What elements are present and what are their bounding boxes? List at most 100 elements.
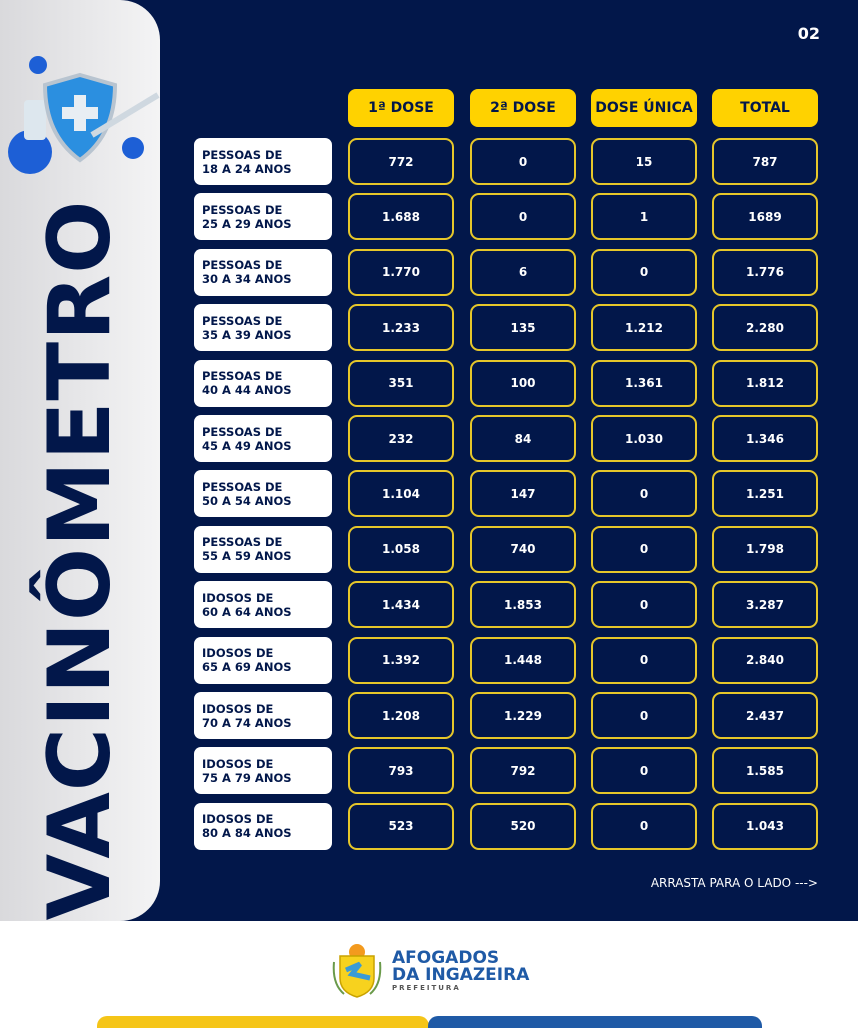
row-label-line1: IDOSOS DE (202, 701, 274, 716)
table-cell: 1.392 (348, 636, 454, 684)
table-cell: 1.434 (348, 581, 454, 629)
table-cell: 0 (591, 248, 697, 296)
row-label: IDOSOS DE 65 A 69 ANOS (194, 636, 332, 684)
table-cell: 523 (348, 802, 454, 850)
table-cell: 0 (591, 692, 697, 739)
table-cell: 147 (470, 470, 576, 518)
row-label-line2: 35 A 39 ANOS (202, 327, 292, 342)
row-label-line2: 55 A 59 ANOS (202, 549, 292, 564)
table-cell: 0 (591, 470, 697, 518)
row-label-line2: 40 A 44 ANOS (202, 383, 292, 398)
table-cell: 100 (470, 359, 576, 407)
table-cell: 1.104 (348, 470, 454, 518)
table-cell: 0 (470, 193, 576, 241)
row-label: PESSOAS DE 30 A 34 ANOS (194, 248, 332, 296)
vaccine-shield-illustration (8, 56, 160, 174)
row-label: PESSOAS DE 45 A 49 ANOS (194, 415, 332, 462)
table-cell: 1.346 (712, 415, 818, 462)
table-cell: 1689 (712, 193, 818, 241)
logo-line1: AFOGADOS (392, 948, 500, 968)
column-header: 2ª DOSE (470, 89, 576, 127)
row-label-line1: PESSOAS DE (202, 202, 283, 217)
table-cell: 0 (591, 525, 697, 573)
table-cell: 0 (591, 581, 697, 629)
row-label-line2: 65 A 69 ANOS (202, 660, 292, 675)
table-cell: 1.058 (348, 525, 454, 573)
page-number: 02 (797, 24, 820, 43)
table-cell: 1.853 (470, 581, 576, 629)
coat-of-arms-icon (332, 944, 382, 998)
row-label-line1: PESSOAS DE (202, 535, 283, 550)
table-cell: 0 (591, 802, 697, 850)
row-label-line1: IDOSOS DE (202, 590, 274, 605)
row-label-line1: PESSOAS DE (202, 313, 283, 328)
virus-icon (122, 137, 144, 159)
row-label-line1: PESSOAS DE (202, 258, 283, 273)
row-label: IDOSOS DE 70 A 74 ANOS (194, 692, 332, 739)
column-header: TOTAL (712, 89, 818, 127)
table-cell: 232 (348, 415, 454, 462)
table-cell: 1.688 (348, 193, 454, 241)
table-cell: 2.437 (712, 692, 818, 739)
row-label-line1: PESSOAS DE (202, 479, 283, 494)
row-label-line2: 45 A 49 ANOS (202, 438, 292, 453)
row-label-line2: 25 A 29 ANOS (202, 216, 292, 231)
row-label-line2: 30 A 34 ANOS (202, 272, 292, 287)
table-cell: 793 (348, 747, 454, 795)
row-label-line1: IDOSOS DE (202, 812, 274, 827)
page-title: VACINÔMETRO (30, 199, 130, 921)
table-cell: 2.840 (712, 636, 818, 684)
row-label-line2: 60 A 64 ANOS (202, 604, 292, 619)
row-label: IDOSOS DE 80 A 84 ANOS (194, 802, 332, 850)
table-cell: 1 (591, 193, 697, 241)
row-label: IDOSOS DE 75 A 79 ANOS (194, 747, 332, 795)
table-cell: 772 (348, 138, 454, 185)
row-label-line2: 70 A 74 ANOS (202, 715, 292, 730)
logo-line2: DA INGAZEIRA (392, 965, 530, 985)
table-cell: 0 (591, 747, 697, 795)
virus-icon (29, 56, 47, 74)
row-label: IDOSOS DE 60 A 64 ANOS (194, 581, 332, 629)
footer-bar-yellow (97, 1016, 429, 1028)
table-cell: 0 (591, 636, 697, 684)
table-cell: 520 (470, 802, 576, 850)
syringe-icon (90, 92, 160, 138)
table-cell: 1.208 (348, 692, 454, 739)
table-cell: 0 (470, 138, 576, 185)
row-label-line2: 80 A 84 ANOS (202, 826, 292, 841)
row-label: PESSOAS DE 25 A 29 ANOS (194, 193, 332, 241)
footer-bar-blue (428, 1016, 762, 1028)
table-cell: 3.287 (712, 581, 818, 629)
table-cell: 1.585 (712, 747, 818, 795)
table-cell: 135 (470, 304, 576, 352)
table-cell: 1.776 (712, 248, 818, 296)
row-label: PESSOAS DE 50 A 54 ANOS (194, 470, 332, 518)
virus-icon (8, 130, 52, 174)
table-cell: 1.229 (470, 692, 576, 739)
table-cell: 1.212 (591, 304, 697, 352)
row-label-line1: PESSOAS DE (202, 424, 283, 439)
column-header: 1ª DOSE (348, 89, 454, 127)
row-label: PESSOAS DE 40 A 44 ANOS (194, 359, 332, 407)
logo-sub: PREFEITURA (392, 984, 461, 992)
row-label: PESSOAS DE 35 A 39 ANOS (194, 304, 332, 352)
table-cell: 740 (470, 525, 576, 573)
table-cell: 1.251 (712, 470, 818, 518)
row-label-line1: IDOSOS DE (202, 756, 274, 771)
table-cell: 787 (712, 138, 818, 185)
table-cell: 1.361 (591, 359, 697, 407)
table-cell: 1.798 (712, 525, 818, 573)
table-cell: 792 (470, 747, 576, 795)
table-cell: 6 (470, 248, 576, 296)
prefeitura-logo: AFOGADOS DA INGAZEIRA PREFEITURA (330, 942, 529, 1000)
table-cell: 1.812 (712, 359, 818, 407)
row-label: PESSOAS DE 55 A 59 ANOS (194, 525, 332, 573)
table-cell: 1.448 (470, 636, 576, 684)
row-label-line1: IDOSOS DE (202, 646, 274, 661)
table-cell: 1.030 (591, 415, 697, 462)
table-cell: 351 (348, 359, 454, 407)
column-header: DOSE ÚNICA (591, 89, 697, 127)
table-cell: 1.770 (348, 248, 454, 296)
row-label: PESSOAS DE 18 A 24 ANOS (194, 138, 332, 185)
row-label-line2: 50 A 54 ANOS (202, 493, 292, 508)
